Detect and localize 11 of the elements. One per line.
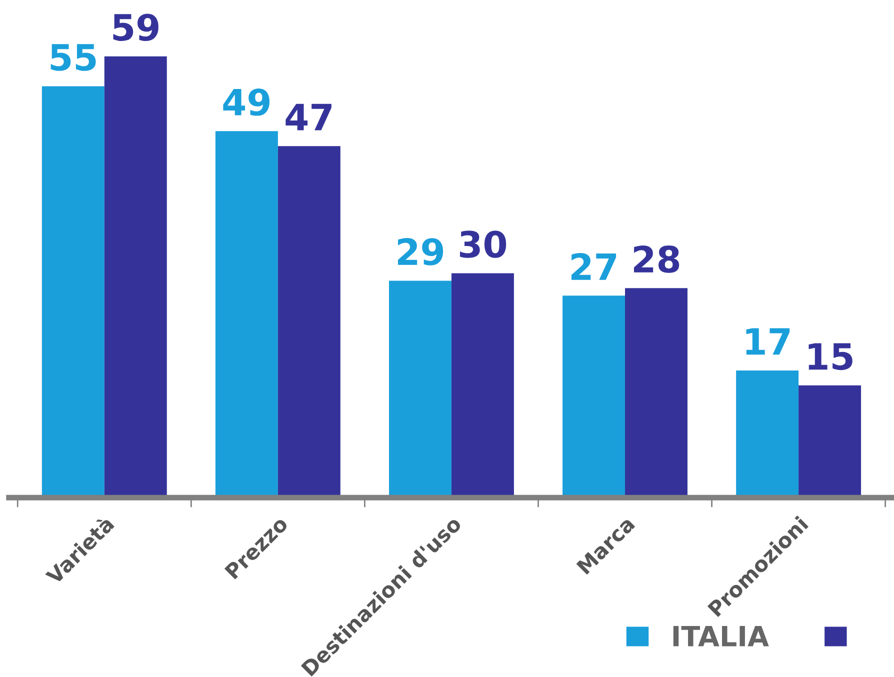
legend-label: ITALIA <box>673 626 769 646</box>
data-label: 47 <box>286 104 332 130</box>
data-label: 55 <box>50 44 96 71</box>
data-label: 17 <box>746 328 790 355</box>
data-label: 28 <box>634 246 680 273</box>
data-label: 59 <box>113 14 158 42</box>
data-label: 30 <box>460 230 506 258</box>
data-label: 27 <box>572 253 616 280</box>
data-label: 49 <box>223 88 270 116</box>
data-label: 29 <box>398 238 444 266</box>
data-label: 15 <box>808 343 852 370</box>
